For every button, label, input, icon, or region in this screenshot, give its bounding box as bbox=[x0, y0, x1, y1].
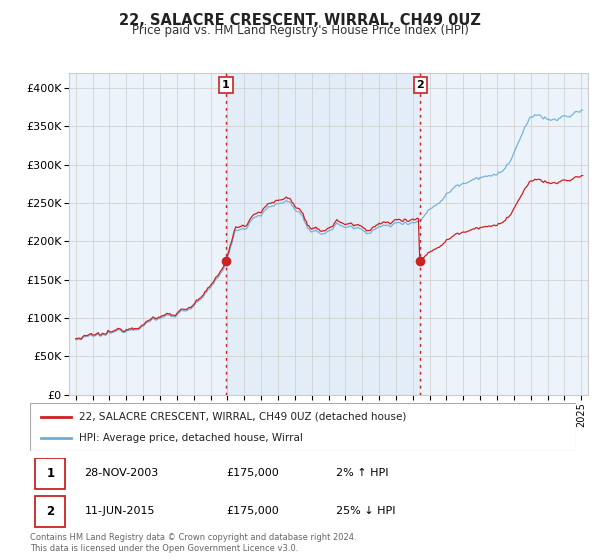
Text: £175,000: £175,000 bbox=[227, 506, 280, 516]
Text: 25% ↓ HPI: 25% ↓ HPI bbox=[336, 506, 395, 516]
Bar bbox=[35, 496, 65, 527]
Text: 22, SALACRE CRESCENT, WIRRAL, CH49 0UZ: 22, SALACRE CRESCENT, WIRRAL, CH49 0UZ bbox=[119, 13, 481, 28]
Text: 2: 2 bbox=[46, 505, 55, 518]
Text: 1: 1 bbox=[46, 467, 55, 480]
Text: 11-JUN-2015: 11-JUN-2015 bbox=[85, 506, 155, 516]
Text: 2% ↑ HPI: 2% ↑ HPI bbox=[336, 468, 388, 478]
Text: 22, SALACRE CRESCENT, WIRRAL, CH49 0UZ (detached house): 22, SALACRE CRESCENT, WIRRAL, CH49 0UZ (… bbox=[79, 412, 407, 422]
Text: 1: 1 bbox=[222, 80, 230, 90]
Text: 28-NOV-2003: 28-NOV-2003 bbox=[85, 468, 159, 478]
Bar bbox=[226, 73, 420, 395]
Text: HPI: Average price, detached house, Wirral: HPI: Average price, detached house, Wirr… bbox=[79, 433, 303, 444]
Text: Price paid vs. HM Land Registry's House Price Index (HPI): Price paid vs. HM Land Registry's House … bbox=[131, 24, 469, 37]
Text: Contains HM Land Registry data © Crown copyright and database right 2024.
This d: Contains HM Land Registry data © Crown c… bbox=[30, 533, 356, 553]
Text: £175,000: £175,000 bbox=[227, 468, 280, 478]
Bar bbox=[35, 458, 65, 489]
Text: 2: 2 bbox=[416, 80, 424, 90]
